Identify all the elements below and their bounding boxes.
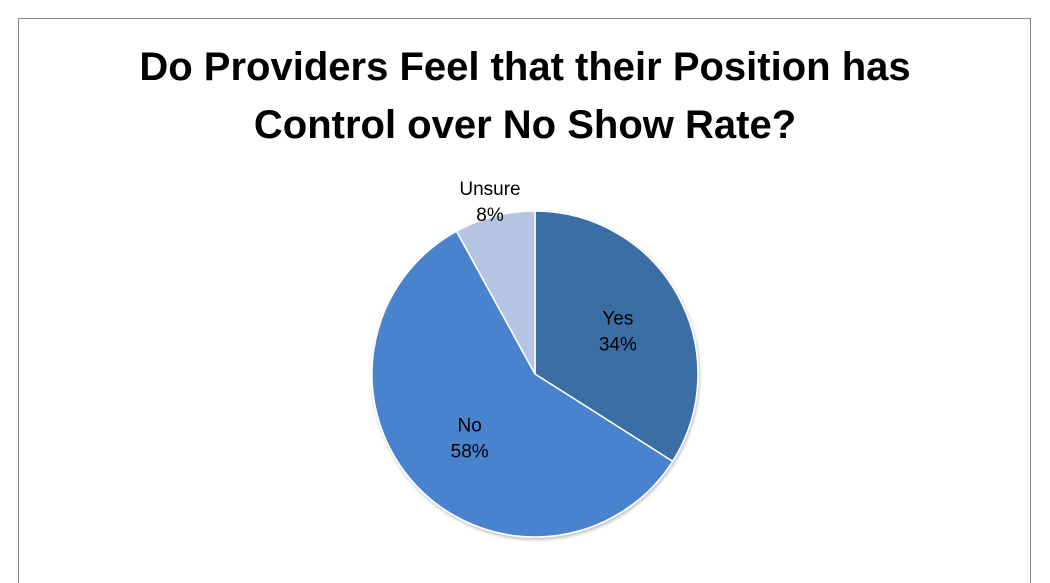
chart-title-line-2: Control over No Show Rate? bbox=[253, 103, 797, 147]
data-label-percent: 58% bbox=[451, 441, 489, 462]
data-label-category: Unsure bbox=[459, 179, 520, 200]
chart-title: Do Providers Feel that their Position ha… bbox=[0, 38, 1050, 154]
data-label-category: Yes bbox=[602, 308, 633, 329]
pie-slices bbox=[371, 210, 699, 538]
pie-labels: Yes 34% No 58% Unsure 8% bbox=[451, 179, 637, 462]
pie-slice-unsure bbox=[455, 210, 536, 375]
pie-slice-yes bbox=[534, 210, 699, 463]
pie-slice-no bbox=[371, 230, 674, 538]
data-label-percent: 8% bbox=[476, 205, 504, 226]
data-label-category: No bbox=[457, 415, 481, 436]
data-label-unsure: Unsure 8% bbox=[459, 179, 520, 226]
data-label-no: No 58% bbox=[451, 415, 489, 462]
data-label-yes: Yes 34% bbox=[599, 308, 637, 355]
chart-title-line-1: Do Providers Feel that their Position ha… bbox=[139, 45, 911, 89]
data-label-percent: 34% bbox=[599, 334, 637, 355]
